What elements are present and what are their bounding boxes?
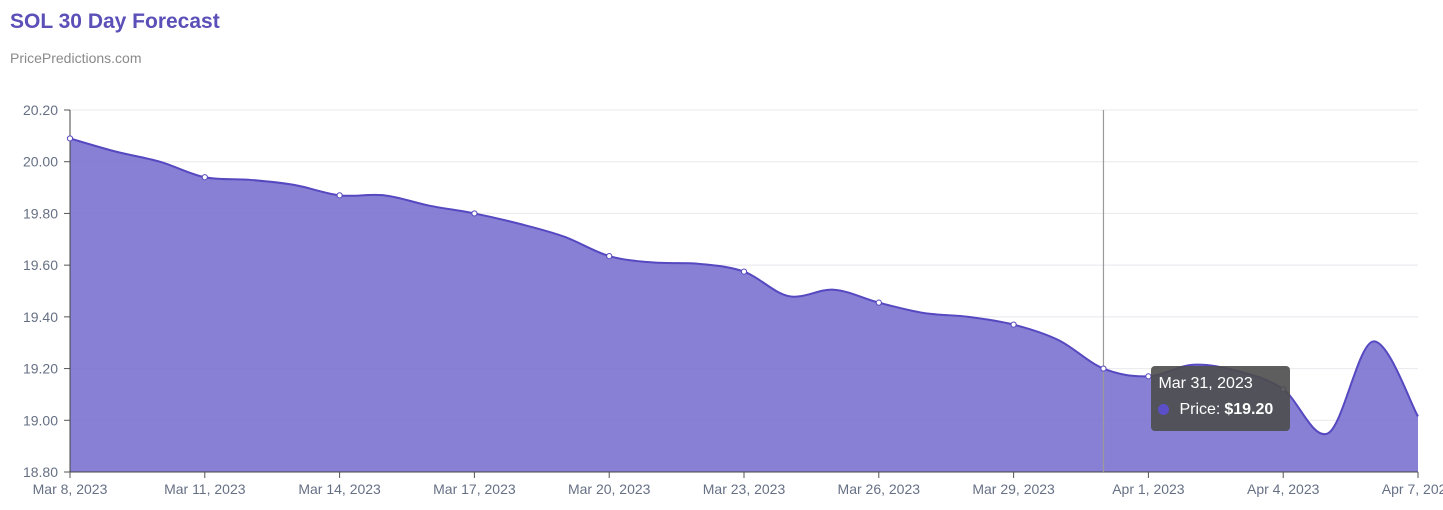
tooltip-row: Price: $19.20 <box>1158 400 1282 420</box>
y-tick-label: 20.20 <box>23 102 58 118</box>
x-tick-label: Apr 4, 2023 <box>1247 481 1320 497</box>
tooltip-series-dot <box>1158 404 1170 416</box>
data-point[interactable] <box>471 210 478 217</box>
x-tick-label: Mar 14, 2023 <box>298 481 381 497</box>
y-tick-label: 20.00 <box>23 154 58 170</box>
chart-subtitle: PricePredictions.com <box>10 50 142 66</box>
x-tick-label: Apr 1, 2023 <box>1112 481 1185 497</box>
y-tick-label: 18.80 <box>23 464 58 480</box>
x-tick-label: Apr 7, 2023 <box>1382 481 1443 497</box>
x-tick-label: Mar 29, 2023 <box>972 481 1055 497</box>
data-point[interactable] <box>1145 373 1152 380</box>
chart-title: SOL 30 Day Forecast <box>10 10 220 33</box>
x-tick-label: Mar 8, 2023 <box>33 481 108 497</box>
y-tick-label: 19.40 <box>23 309 58 325</box>
series-area <box>70 138 1418 472</box>
y-tick-label: 19.80 <box>23 205 58 221</box>
y-tick-label: 19.60 <box>23 257 58 273</box>
x-tick-label: Mar 11, 2023 <box>164 481 246 497</box>
x-tick-label: Mar 26, 2023 <box>838 481 921 497</box>
data-point[interactable] <box>336 192 343 199</box>
tooltip: Mar 31, 2023 Price: $19.20 <box>1151 365 1291 431</box>
data-point[interactable] <box>1010 321 1017 328</box>
data-point[interactable] <box>201 174 208 181</box>
tooltip-value: $19.20 <box>1224 400 1274 418</box>
tooltip-date: Mar 31, 2023 <box>1158 374 1253 392</box>
data-point[interactable] <box>66 135 74 142</box>
x-tick-label: Mar 23, 2023 <box>703 481 786 497</box>
y-tick-label: 19.20 <box>23 361 58 377</box>
x-tick-label: Mar 20, 2023 <box>568 481 651 497</box>
data-point[interactable] <box>875 299 882 306</box>
y-tick-label: 19.00 <box>23 412 58 428</box>
x-tick-label: Mar 17, 2023 <box>433 481 516 497</box>
hover-point[interactable] <box>1100 365 1107 372</box>
tooltip-series-label: Price: <box>1179 400 1221 418</box>
data-point[interactable] <box>740 268 748 275</box>
data-point[interactable] <box>606 252 613 260</box>
